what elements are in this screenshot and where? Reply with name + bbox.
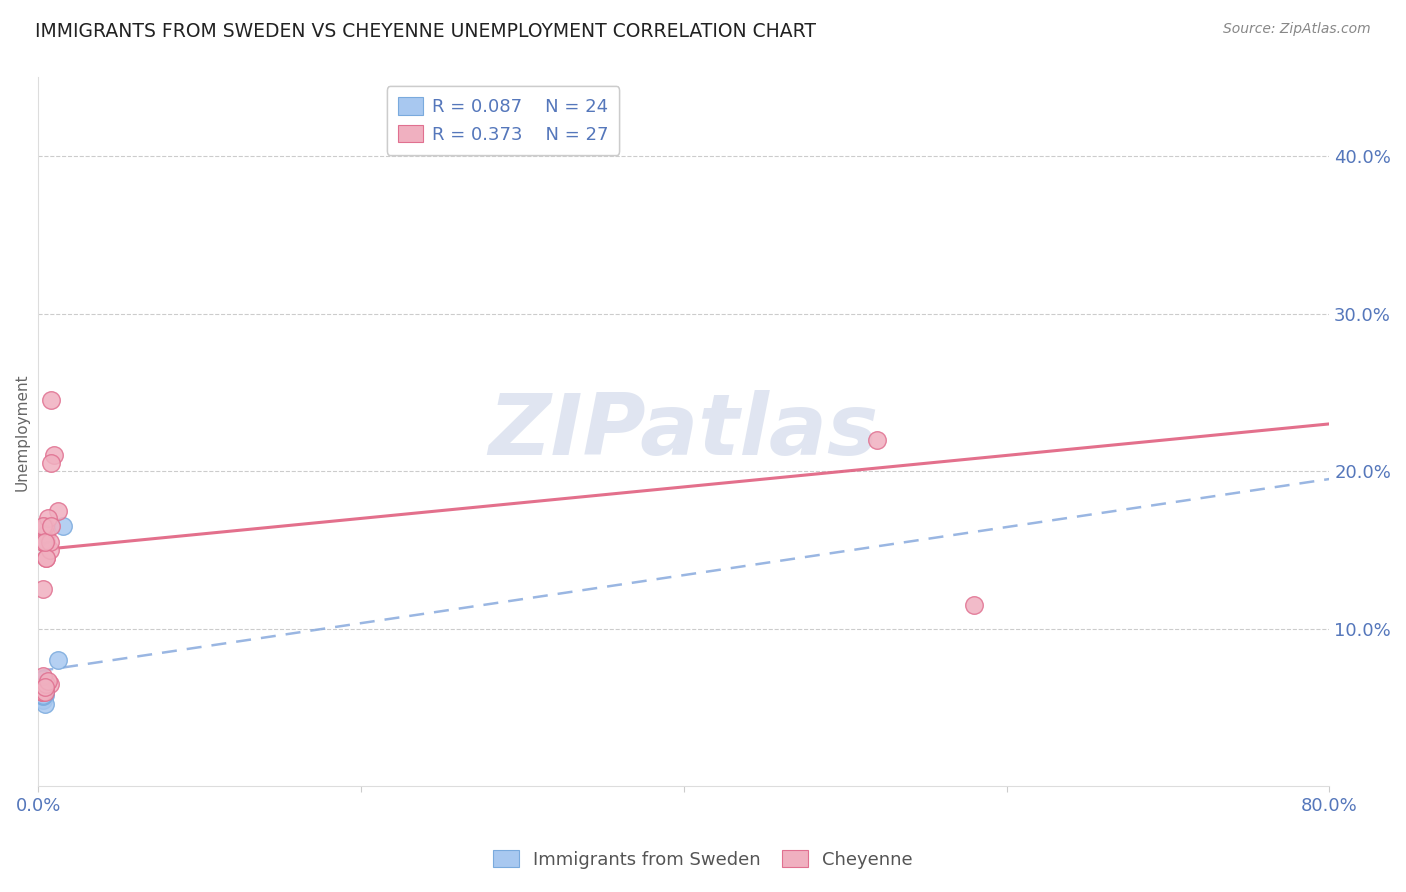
Point <box>34 688 56 702</box>
Legend: Immigrants from Sweden, Cheyenne: Immigrants from Sweden, Cheyenne <box>486 843 920 876</box>
Point <box>35 550 58 565</box>
Point <box>32 684 55 698</box>
Point <box>32 690 55 704</box>
Point <box>32 677 55 691</box>
Point <box>34 680 56 694</box>
Point <box>32 535 55 549</box>
Point <box>38 542 60 557</box>
Text: ZIPatlas: ZIPatlas <box>489 391 879 474</box>
Point <box>32 684 55 698</box>
Point <box>32 690 55 704</box>
Point <box>37 511 59 525</box>
Point <box>35 527 58 541</box>
Point <box>38 535 60 549</box>
Point <box>34 681 56 696</box>
Point <box>34 681 56 696</box>
Point <box>38 677 60 691</box>
Text: Source: ZipAtlas.com: Source: ZipAtlas.com <box>1223 22 1371 37</box>
Point <box>32 680 55 694</box>
Point <box>51 519 73 533</box>
Point <box>34 677 56 691</box>
Point <box>31 684 53 698</box>
Point <box>32 672 55 686</box>
Point <box>37 673 59 688</box>
Point <box>34 684 56 698</box>
Point <box>866 433 889 447</box>
Point <box>35 550 58 565</box>
Point <box>31 680 53 694</box>
Point <box>34 519 56 533</box>
Point <box>32 684 55 698</box>
Point <box>35 677 58 691</box>
Point <box>35 535 58 549</box>
Point <box>31 681 53 696</box>
Point <box>39 456 62 470</box>
Point <box>39 393 62 408</box>
Point <box>32 669 55 683</box>
Point <box>32 582 55 597</box>
Point <box>32 688 55 702</box>
Text: IMMIGRANTS FROM SWEDEN VS CHEYENNE UNEMPLOYMENT CORRELATION CHART: IMMIGRANTS FROM SWEDEN VS CHEYENNE UNEMP… <box>35 22 815 41</box>
Point <box>34 684 56 698</box>
Point <box>44 449 66 463</box>
Y-axis label: Unemployment: Unemployment <box>15 373 30 491</box>
Point <box>31 684 53 698</box>
Point <box>34 535 56 549</box>
Point <box>32 519 55 533</box>
Point <box>32 690 55 704</box>
Point <box>46 503 69 517</box>
Point <box>46 653 69 667</box>
Point <box>34 698 56 712</box>
Point <box>32 692 55 706</box>
Legend: R = 0.087    N = 24, R = 0.373    N = 27: R = 0.087 N = 24, R = 0.373 N = 27 <box>387 87 619 155</box>
Point <box>32 677 55 691</box>
Point <box>34 684 56 698</box>
Point <box>963 598 986 612</box>
Point <box>32 681 55 696</box>
Point <box>39 519 62 533</box>
